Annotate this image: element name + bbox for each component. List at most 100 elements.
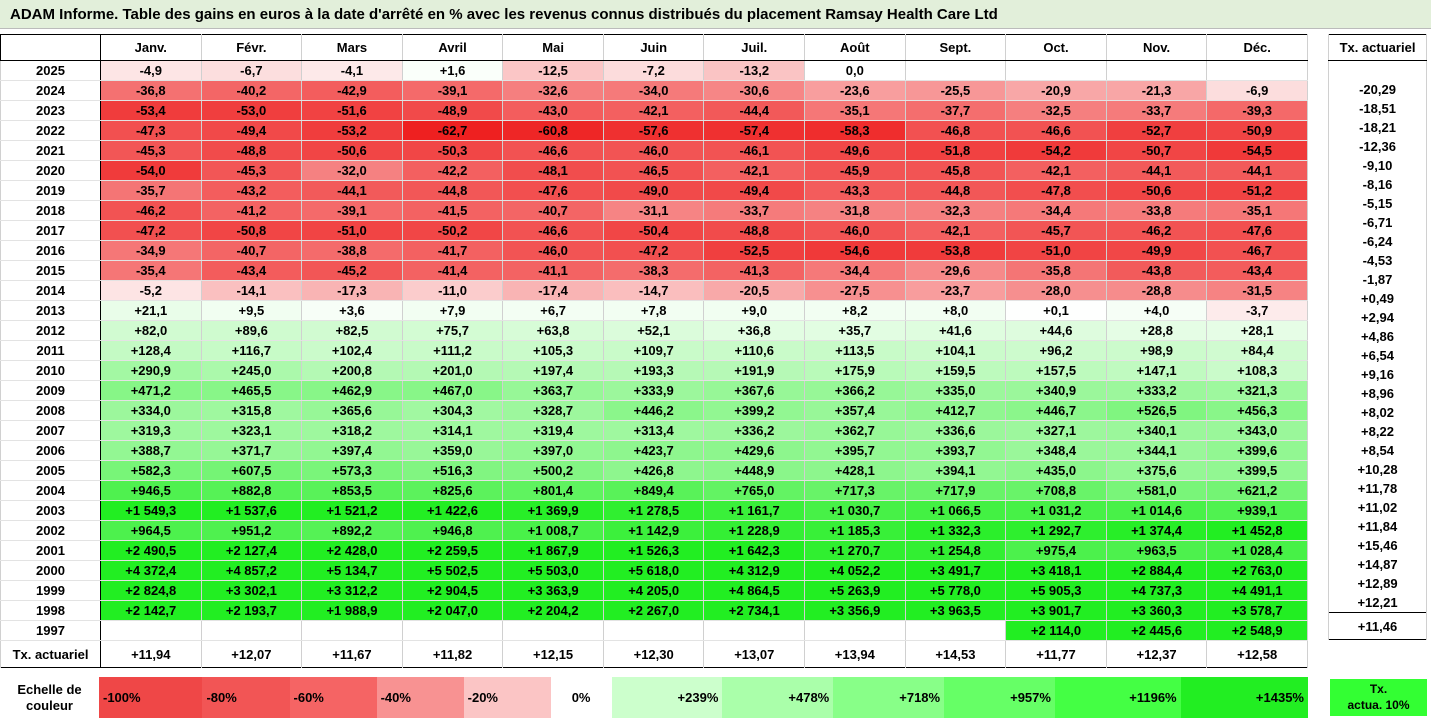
gain-cell: +1 031,2 xyxy=(1005,500,1107,521)
gain-cell: +582,3 xyxy=(100,460,202,481)
year-label: 2004 xyxy=(0,480,101,501)
gain-cell: +3 360,3 xyxy=(1105,600,1208,621)
year-label: 2003 xyxy=(0,500,101,521)
gain-cell: +607,5 xyxy=(200,460,303,481)
gain-cell: +1 030,7 xyxy=(804,500,906,521)
gain-cell: +44,6 xyxy=(1005,320,1107,341)
actuarial-rate-cell: -6,71 xyxy=(1328,213,1427,232)
year-label: 2014 xyxy=(0,280,101,301)
color-scale-label: Echelle de couleur xyxy=(0,677,99,718)
gain-cell: -50,2 xyxy=(401,220,504,241)
gain-cell: +0,1 xyxy=(1005,300,1107,321)
gain-cell: -51,0 xyxy=(301,220,403,241)
gain-cell: +393,7 xyxy=(904,440,1007,461)
gain-cell: -53,4 xyxy=(100,100,202,121)
gain-cell: -54,6 xyxy=(804,240,906,261)
table-row: 2004 +946,5 +882,8 +853,5 +825,6 +801,4 +849,4… xyxy=(0,480,1308,501)
gain-cell: +2 193,7 xyxy=(200,600,303,621)
gain-cell: -6,7 xyxy=(200,60,303,81)
actuarial-rate-cell xyxy=(1328,60,1427,80)
gain-cell: -43,4 xyxy=(1206,260,1308,281)
month-header: Déc. xyxy=(1206,34,1308,61)
gain-cell: +334,0 xyxy=(100,400,202,421)
gain-cell: +1 292,7 xyxy=(1005,520,1107,541)
gain-cell: +313,4 xyxy=(602,420,705,441)
gain-cell xyxy=(100,620,202,641)
actuarial-rate-cell: +6,54 xyxy=(1328,346,1427,365)
gain-cell: -23,6 xyxy=(804,80,906,101)
table-row: 1999 +2 824,8 +3 302,1 +3 312,2 +2 904,5 +3 3… xyxy=(0,580,1308,601)
gain-cell: +1 369,9 xyxy=(502,500,604,521)
gain-cell: -48,8 xyxy=(200,140,303,161)
gain-cell: -47,8 xyxy=(1005,180,1107,201)
gain-cell: -3,7 xyxy=(1206,300,1308,321)
gain-cell: -46,6 xyxy=(1005,120,1107,141)
gain-cell: +3 363,9 xyxy=(502,580,604,601)
year-label: 2020 xyxy=(0,160,101,181)
gain-cell: +1 270,7 xyxy=(804,540,906,561)
gain-cell: +1 867,9 xyxy=(502,540,604,561)
gain-cell: -41,1 xyxy=(502,260,604,281)
gain-cell: -50,3 xyxy=(401,140,504,161)
gain-cell: +853,5 xyxy=(301,480,403,501)
gain-cell: +102,4 xyxy=(301,340,403,361)
gain-cell: -32,3 xyxy=(904,200,1007,221)
gain-cell: -57,4 xyxy=(703,120,806,141)
gain-cell: +892,2 xyxy=(301,520,403,541)
gain-cell: -48,1 xyxy=(502,160,604,181)
gain-cell: +333,2 xyxy=(1105,380,1208,401)
actuarial-rate-cell: +11,02 xyxy=(1328,498,1427,517)
gain-cell: +6,7 xyxy=(502,300,604,321)
gain-cell: -40,2 xyxy=(200,80,303,101)
year-label: 2017 xyxy=(0,220,101,241)
gain-cell: +399,2 xyxy=(703,400,806,421)
gain-cell: -35,4 xyxy=(100,260,202,281)
gain-cell: +801,4 xyxy=(502,480,604,501)
gain-cell: +946,5 xyxy=(100,480,202,501)
gain-cell: +446,7 xyxy=(1005,400,1107,421)
gain-cell: -42,1 xyxy=(703,160,806,181)
gain-cell: -47,3 xyxy=(100,120,202,141)
gain-cell: -17,3 xyxy=(301,280,403,301)
gain-cell xyxy=(804,620,906,641)
gain-cell: +335,0 xyxy=(904,380,1007,401)
gain-cell: -44,8 xyxy=(401,180,504,201)
gain-cell: +1 988,9 xyxy=(301,600,403,621)
gain-cell: -29,6 xyxy=(904,260,1007,281)
gain-cell: +111,2 xyxy=(401,340,504,361)
year-label: 2008 xyxy=(0,400,101,421)
actuarial-rate-cell: +9,16 xyxy=(1328,365,1427,384)
gain-cell: +2 734,1 xyxy=(703,600,806,621)
gain-cell: +882,8 xyxy=(200,480,303,501)
gain-cell: +175,9 xyxy=(804,360,906,381)
gain-cell: -45,2 xyxy=(301,260,403,281)
actuarial-rate-cell: -9,10 xyxy=(1328,156,1427,175)
gain-cell: +1 537,6 xyxy=(200,500,303,521)
actuarial-rate-cell: -20,29 xyxy=(1328,80,1427,99)
gain-cell: +573,3 xyxy=(301,460,403,481)
gain-cell: +290,9 xyxy=(100,360,202,381)
gain-cell: +2 204,2 xyxy=(502,600,604,621)
gain-cell: +394,1 xyxy=(904,460,1007,481)
table-row: 2025 -4,9 -6,7 -4,1 +1,6 -12,5 -7,2 -13,2 0,0 xyxy=(0,60,1308,81)
gain-cell: -33,7 xyxy=(703,200,806,221)
gain-cell: +1 142,9 xyxy=(602,520,705,541)
actuarial-rate-cell: +8,02 xyxy=(1328,403,1427,422)
table-row: 2010 +290,9 +245,0 +200,8 +201,0 +197,4 +193,3… xyxy=(0,360,1308,381)
gain-cell: +1 254,8 xyxy=(904,540,1007,561)
gain-cell: +315,8 xyxy=(200,400,303,421)
gain-cell: +1 422,6 xyxy=(401,500,504,521)
report-title: ADAM Informe. Table des gains en euros à… xyxy=(0,0,1431,29)
gain-cell: +36,8 xyxy=(703,320,806,341)
table-row: 1997 +2 114,0 +2 445,6 +2 548,9 xyxy=(0,620,1308,641)
gain-cell: +96,2 xyxy=(1005,340,1107,361)
gain-cell: +471,2 xyxy=(100,380,202,401)
gain-cell: +1 521,2 xyxy=(301,500,403,521)
footer-rate-cell: +12,58 xyxy=(1206,640,1308,668)
table-row: 2003 +1 549,3 +1 537,6 +1 521,2 +1 422,6 +1 3… xyxy=(0,500,1308,521)
gain-cell: -41,4 xyxy=(401,260,504,281)
gain-cell: -45,7 xyxy=(1005,220,1107,241)
gain-cell: +2 428,0 xyxy=(301,540,403,561)
gain-cell: -47,2 xyxy=(100,220,202,241)
year-label: 2009 xyxy=(0,380,101,401)
